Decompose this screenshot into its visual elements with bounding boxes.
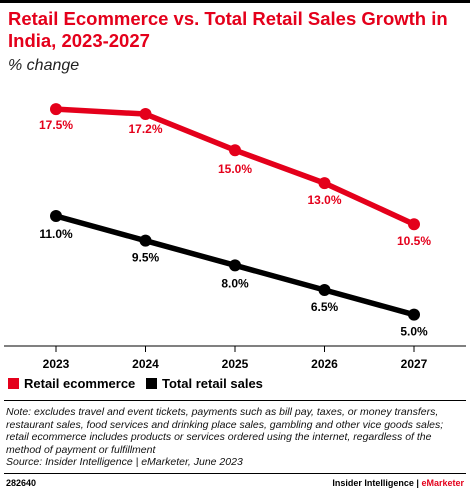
data-label-total-retail-sales-2024: 9.5% [132,251,160,265]
chart-subtitle: % change [8,57,80,74]
chart-title: Retail Ecommerce vs. Total Retail Sales … [8,8,448,51]
x-tick-label-2025: 2025 [222,357,249,371]
x-tick-label-2027: 2027 [401,357,428,371]
legend-label-total-retail-sales: Total retail sales [162,376,263,391]
brand-accent: eMarketer [421,478,464,488]
top-rule [0,0,470,3]
source-text: Source: Insider Intelligence | eMarketer… [6,456,243,469]
x-tick-label-2024: 2024 [132,357,159,371]
legend-item-total-retail-sales: Total retail sales [146,376,263,392]
chart-code: 282640 [6,478,37,488]
footnote: Note: excludes travel and event tickets,… [6,406,466,469]
data-label-total-retail-sales-2027: 5.0% [400,325,428,339]
data-point-total-retail-sales-2025 [229,259,241,272]
legend-item-retail-ecommerce: Retail ecommerce [8,376,135,392]
x-tick-label-2026: 2026 [311,357,338,371]
data-label-retail-ecommerce-2023: 17.5% [39,118,73,132]
brand-credit: Insider Intelligence | eMarketer [332,478,464,488]
data-label-retail-ecommerce-2025: 15.0% [218,162,252,176]
data-label-retail-ecommerce-2026: 13.0% [307,193,341,207]
data-point-total-retail-sales-2027 [408,308,420,321]
legend-label-retail-ecommerce: Retail ecommerce [24,376,136,391]
note-text: Note: excludes travel and event tickets,… [6,406,444,456]
data-label-total-retail-sales-2026: 6.5% [311,300,339,314]
x-tick-label-2023: 2023 [43,357,70,371]
brand-name: Insider Intelligence [332,478,414,488]
legend-swatch-retail-ecommerce [8,378,19,389]
brand-separator: | [416,478,419,488]
footer-divider [4,473,466,474]
data-point-retail-ecommerce-2026 [318,177,331,190]
data-point-retail-ecommerce-2024 [139,108,152,121]
data-point-total-retail-sales-2023 [50,210,62,222]
data-point-retail-ecommerce-2023 [50,103,62,116]
note-divider [4,400,466,401]
data-label-retail-ecommerce-2027: 10.5% [397,234,431,248]
line-chart: 2023 2024 2025 2026 2027 17.5% 17.2% 15.0% 13.0%… [4,103,466,371]
data-point-total-retail-sales-2024 [139,234,152,247]
data-label-retail-ecommerce-2024: 17.2% [128,122,162,136]
data-point-retail-ecommerce-2027 [408,218,420,231]
data-point-total-retail-sales-2026 [318,284,331,296]
data-label-total-retail-sales-2023: 11.0% [39,227,73,241]
data-point-retail-ecommerce-2025 [229,144,241,157]
data-label-total-retail-sales-2025: 8.0% [221,276,249,290]
legend-swatch-total-retail-sales [146,378,157,389]
